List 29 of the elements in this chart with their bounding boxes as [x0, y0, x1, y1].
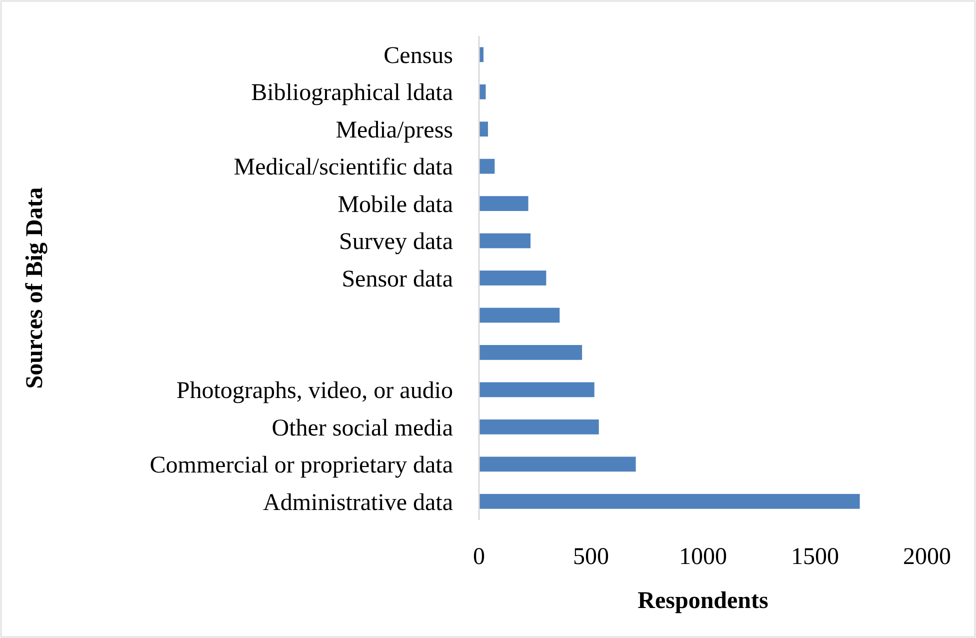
y-tick-label: Sensor data [342, 266, 454, 292]
bar [479, 456, 636, 472]
x-axis-title: Respondents [638, 588, 768, 614]
bar [479, 345, 582, 360]
y-tick-label: Medical/scientific data [234, 154, 454, 181]
bar [479, 196, 528, 211]
y-tick-label: Other social media [272, 415, 454, 442]
y-axis-title: Sources of Big Data [22, 187, 48, 389]
x-tick-label: 0 [473, 544, 485, 570]
x-tick-label: 1000 [679, 544, 727, 570]
bar [479, 122, 488, 137]
bar [479, 308, 560, 323]
y-tick-label: Photographs, video, or audio [176, 378, 453, 404]
y-tick-label: Mobile data [338, 192, 454, 218]
x-tick-label: 2000 [903, 544, 951, 570]
bar [479, 494, 860, 509]
bar [479, 419, 599, 434]
y-tick-label: Survey data [339, 229, 454, 256]
y-tick-label: Administrative data [263, 490, 454, 516]
y-tick-label: Census [384, 43, 453, 70]
bar [479, 270, 546, 286]
bar [479, 233, 531, 248]
y-tick-label: Media/press [336, 117, 453, 144]
x-tick-label: 500 [573, 544, 609, 570]
y-tick-label: Bibliographical ldata [251, 80, 454, 106]
bar [479, 158, 495, 174]
y-tick-label: Commercial or proprietary data [150, 452, 454, 479]
x-tick-label: 1500 [791, 544, 839, 570]
bar [479, 382, 594, 398]
